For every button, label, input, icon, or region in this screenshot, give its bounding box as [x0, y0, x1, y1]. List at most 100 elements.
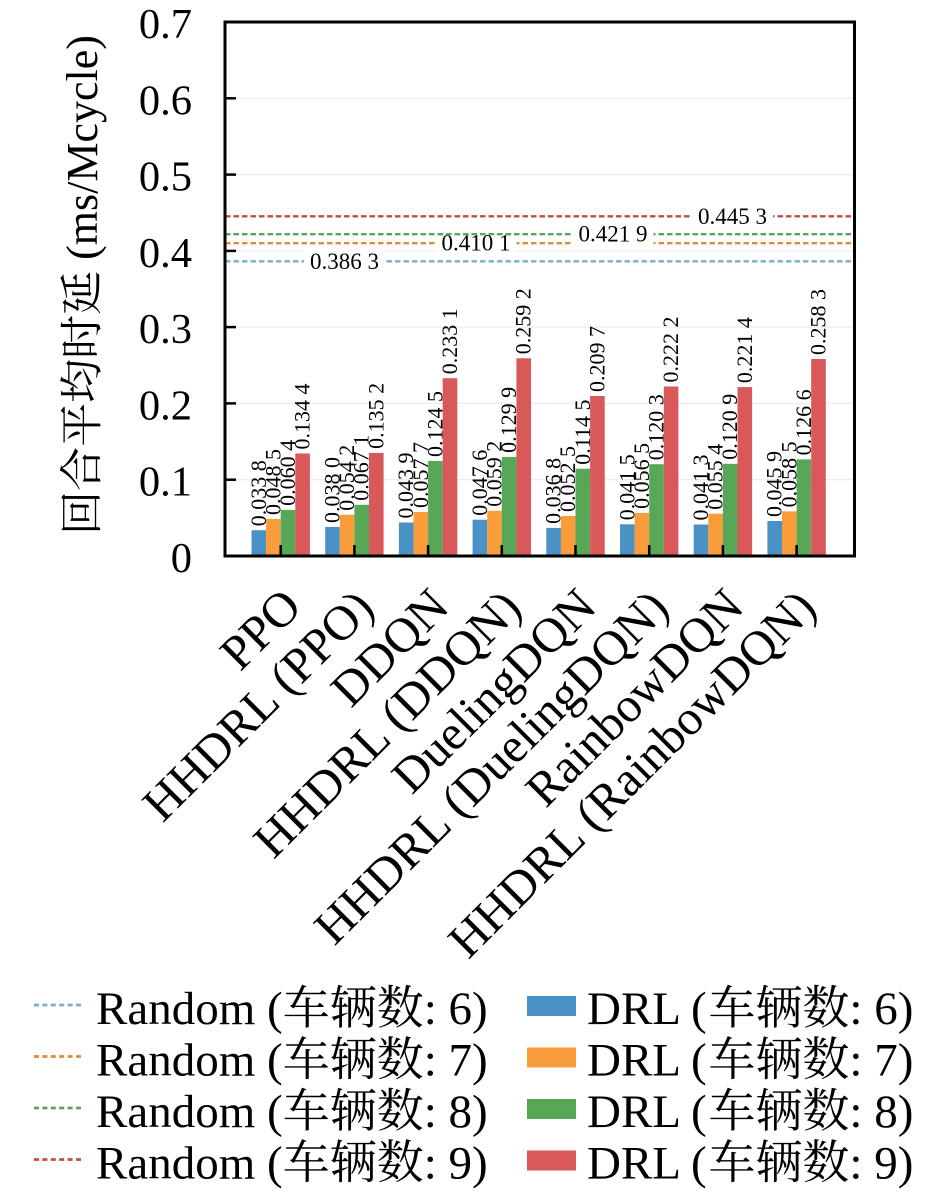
legend-label-cjk-glyph: [804, 1087, 849, 1131]
bar-value-text-latin: 0.048 5: [260, 449, 285, 515]
bar-value-text: 0.048 5: [260, 449, 285, 515]
bar-value-text-latin: 0.114 5: [570, 400, 595, 465]
reference-line-group: 0.445 3: [225, 201, 855, 232]
legend-label-latin: : 6): [849, 983, 913, 1035]
legend-label-cjk-glyph: [710, 1087, 754, 1131]
legend-label-cjk-glyph: [804, 1036, 849, 1080]
bar-value-text-latin: 0.038 0: [320, 457, 345, 523]
bar-value-text: 0.054 2: [334, 445, 359, 511]
legend-label-cjk-glyph: [331, 984, 376, 1028]
bar-value-text: 0.120 3: [644, 394, 669, 460]
bar-value-text: 0.060 4: [275, 440, 300, 506]
legend-entry: DRL (: 9): [527, 1138, 913, 1190]
bar-PPO-series3: [295, 453, 310, 556]
bar-value-text-latin: 0.135 2: [363, 383, 388, 449]
bar-value-label: 0.047 6: [467, 450, 492, 516]
bar-value-text: 0.052 5: [555, 446, 580, 512]
bar-value-text-latin: 0.233 1: [437, 308, 462, 374]
bar-value-text: 0.258 3: [806, 289, 831, 355]
y-axis-title-text-cjk-glyph: [60, 272, 101, 314]
bar-value-text-latin: 0.060 4: [275, 440, 300, 506]
bar-value-label: 0.135 2: [363, 383, 388, 449]
bar-value-text-latin: 0.033 8: [246, 460, 271, 526]
bar-HHDRL (RainbowDQN)-series2: [796, 459, 812, 556]
bar-value-label: 0.059 2: [482, 441, 507, 507]
bar-value-label: 0.045 9: [762, 451, 787, 517]
y-tick-label-latin: 0.3: [139, 306, 192, 353]
bar-value-text: 0.045 9: [762, 451, 787, 517]
bar-HHDRL (PPO)-series1: [339, 514, 355, 556]
bar-DDQN-series1: [413, 512, 429, 556]
legend-label-cjk-glyph: [756, 1087, 802, 1131]
legend-label-cjk-glyph: [756, 1036, 802, 1080]
bar-value-text: 0.047 6: [467, 450, 492, 516]
bar-RainbowDQN-series0: [693, 524, 709, 556]
legend-label-cjk-glyph: [710, 1139, 754, 1183]
y-tick-label-latin: 0: [171, 535, 192, 582]
bar-HHDRL (DuelingDQN)-series2: [649, 464, 664, 556]
legend-label-latin: : 9): [424, 1138, 488, 1190]
legend-label-latin: Random (: [96, 1086, 283, 1138]
bar-value-label: 0.221 4: [732, 317, 757, 383]
bar-HHDRL (PPO)-series0: [325, 527, 340, 556]
legend-label: DRL (: 9): [587, 1138, 913, 1190]
bar-value-label: 0.036 8: [541, 458, 566, 524]
bar-value-label: 0.048 5: [260, 449, 285, 515]
legend-label-latin: Random (: [96, 983, 283, 1035]
reference-line-label: 0.386 3: [310, 249, 379, 274]
legend-label-latin: : 8): [849, 1086, 913, 1138]
bar-value-text-latin: 0.222 2: [658, 317, 683, 383]
bar-HHDRL (RainbowDQN)-series1: [782, 511, 797, 556]
bar-DDQN-series3: [442, 378, 458, 556]
legend-label: DRL (: 6): [587, 983, 913, 1035]
legend-label-cjk-glyph: [331, 1087, 376, 1131]
reference-label-box: [572, 219, 654, 250]
bar-value-text: 0.222 2: [658, 317, 683, 383]
bar-value-text-latin: 0.041 5: [614, 454, 639, 520]
legend-entry: DRL (: 8): [527, 1086, 913, 1138]
bar-value-labels: 0.033 8 0.038 0 0.043 9 0.047 6 0.036 8 0.041…: [246, 288, 831, 526]
plot-border: [223, 20, 856, 558]
bar-HHDRL (DuelingDQN)-series3: [663, 386, 679, 556]
bar-value-text: 0.067 1: [349, 435, 374, 501]
bar-value-label: 0.129 9: [496, 387, 521, 453]
bar-value-text-latin: 0.124 5: [422, 391, 447, 457]
bar-DuelingDQN-series2: [575, 468, 591, 556]
bar-value-label: 0.038 0: [320, 457, 345, 523]
bar-value-label: 0.057 7: [408, 442, 433, 508]
bar-value-label: 0.233 1: [437, 308, 462, 374]
bar-value-text: 0.058 5: [776, 441, 801, 507]
bar-value-text: 0.233 1: [437, 308, 462, 374]
bar-value-text: 0.129 9: [496, 387, 521, 453]
reference-line-group: 0.421 9: [225, 219, 855, 250]
bar-HHDRL (RainbowDQN)-series0: [767, 521, 782, 556]
y-tick-label: 0.4: [139, 230, 192, 277]
legend-color-swatch: [527, 996, 576, 1016]
bar-value-text: 0.043 9: [393, 453, 418, 519]
bar-value-label: 0.054 2: [334, 445, 359, 511]
bar-value-text-latin: 0.120 9: [717, 394, 742, 460]
legend-label-latin: : 7): [849, 1035, 913, 1087]
legend-entry: Random (: 9): [34, 1138, 488, 1190]
y-tick-label-latin: 0.6: [139, 77, 192, 124]
legend-label-latin: : 6): [424, 983, 488, 1035]
bar-value-label: 0.056 5: [629, 443, 654, 509]
legend-label-cjk-glyph: [284, 1087, 328, 1131]
legend-label-cjk-glyph: [756, 1139, 802, 1183]
bar-value-text-latin: 0.036 8: [541, 458, 566, 524]
y-axis-title-text-cjk-glyph: [60, 404, 101, 446]
bar-value-label: 0.209 7: [584, 326, 609, 392]
bar-DDQN-series2: [428, 461, 443, 556]
bar-value-text: 0.126 6: [791, 389, 816, 455]
bar-value-text-latin: 0.041 3: [688, 455, 713, 521]
bar-value-text-latin: 0.055 4: [703, 444, 728, 510]
bar-value-text: 0.056 5: [629, 443, 654, 509]
legend-entry: DRL (: 6): [527, 983, 913, 1035]
y-axis-title-text-latin: (ms/Mcycle): [58, 35, 107, 271]
bar-value-text-latin: 0.126 6: [791, 389, 816, 455]
bar-value-label: 0.134 4: [290, 384, 315, 450]
bar-PPO-series2: [280, 509, 296, 556]
